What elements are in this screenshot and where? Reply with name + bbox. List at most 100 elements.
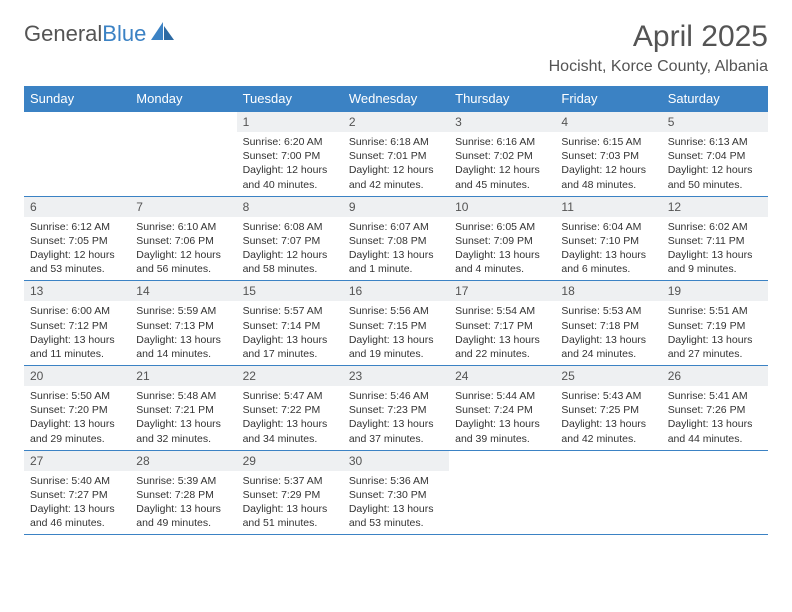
title-block: April 2025 Hocisht, Korce County, Albani…: [549, 20, 768, 76]
day-number: 19: [662, 281, 768, 301]
day-details: Sunrise: 5:48 AMSunset: 7:21 PMDaylight:…: [130, 386, 236, 450]
day-number: 13: [24, 281, 130, 301]
day-details: Sunrise: 6:04 AMSunset: 7:10 PMDaylight:…: [555, 217, 661, 281]
calendar-cell: 6Sunrise: 6:12 AMSunset: 7:05 PMDaylight…: [24, 196, 130, 281]
day-details: Sunrise: 5:37 AMSunset: 7:29 PMDaylight:…: [237, 471, 343, 535]
day-number: 4: [555, 112, 661, 132]
logo-part1: General: [24, 21, 102, 46]
day-number: 22: [237, 366, 343, 386]
calendar-cell: [662, 450, 768, 535]
day-number: 9: [343, 197, 449, 217]
day-number: 12: [662, 197, 768, 217]
day-number: 27: [24, 451, 130, 471]
day-details: Sunrise: 5:43 AMSunset: 7:25 PMDaylight:…: [555, 386, 661, 450]
calendar-cell: 14Sunrise: 5:59 AMSunset: 7:13 PMDayligh…: [130, 281, 236, 366]
calendar-cell: 7Sunrise: 6:10 AMSunset: 7:06 PMDaylight…: [130, 196, 236, 281]
day-details: Sunrise: 6:18 AMSunset: 7:01 PMDaylight:…: [343, 132, 449, 196]
calendar-cell: 1Sunrise: 6:20 AMSunset: 7:00 PMDaylight…: [237, 112, 343, 197]
day-number: 6: [24, 197, 130, 217]
day-number: 3: [449, 112, 555, 132]
day-header: Friday: [555, 86, 661, 112]
day-number: 20: [24, 366, 130, 386]
day-number: 2: [343, 112, 449, 132]
calendar-body: 1Sunrise: 6:20 AMSunset: 7:00 PMDaylight…: [24, 112, 768, 535]
day-details: Sunrise: 6:13 AMSunset: 7:04 PMDaylight:…: [662, 132, 768, 196]
day-details: Sunrise: 6:05 AMSunset: 7:09 PMDaylight:…: [449, 217, 555, 281]
calendar-row: 20Sunrise: 5:50 AMSunset: 7:20 PMDayligh…: [24, 366, 768, 451]
day-number: 18: [555, 281, 661, 301]
day-details: Sunrise: 6:07 AMSunset: 7:08 PMDaylight:…: [343, 217, 449, 281]
day-details: Sunrise: 5:40 AMSunset: 7:27 PMDaylight:…: [24, 471, 130, 535]
day-number: 5: [662, 112, 768, 132]
calendar-cell: 9Sunrise: 6:07 AMSunset: 7:08 PMDaylight…: [343, 196, 449, 281]
day-details: Sunrise: 6:08 AMSunset: 7:07 PMDaylight:…: [237, 217, 343, 281]
calendar-cell: 15Sunrise: 5:57 AMSunset: 7:14 PMDayligh…: [237, 281, 343, 366]
location: Hocisht, Korce County, Albania: [549, 58, 768, 76]
day-header: Thursday: [449, 86, 555, 112]
calendar-cell: 12Sunrise: 6:02 AMSunset: 7:11 PMDayligh…: [662, 196, 768, 281]
calendar-cell: [130, 112, 236, 197]
day-details: Sunrise: 5:41 AMSunset: 7:26 PMDaylight:…: [662, 386, 768, 450]
logo-part2: Blue: [102, 21, 146, 46]
day-number: 10: [449, 197, 555, 217]
calendar-cell: 5Sunrise: 6:13 AMSunset: 7:04 PMDaylight…: [662, 112, 768, 197]
logo: GeneralBlue: [24, 20, 176, 47]
day-details: Sunrise: 5:36 AMSunset: 7:30 PMDaylight:…: [343, 471, 449, 535]
day-details: Sunrise: 6:00 AMSunset: 7:12 PMDaylight:…: [24, 301, 130, 365]
calendar-cell: 27Sunrise: 5:40 AMSunset: 7:27 PMDayligh…: [24, 450, 130, 535]
calendar-cell: 2Sunrise: 6:18 AMSunset: 7:01 PMDaylight…: [343, 112, 449, 197]
day-number: 15: [237, 281, 343, 301]
day-details: Sunrise: 6:15 AMSunset: 7:03 PMDaylight:…: [555, 132, 661, 196]
day-number: 28: [130, 451, 236, 471]
month-title: April 2025: [549, 20, 768, 54]
day-number: 24: [449, 366, 555, 386]
day-number: 29: [237, 451, 343, 471]
day-number: 30: [343, 451, 449, 471]
calendar-cell: 28Sunrise: 5:39 AMSunset: 7:28 PMDayligh…: [130, 450, 236, 535]
day-details: Sunrise: 5:57 AMSunset: 7:14 PMDaylight:…: [237, 301, 343, 365]
day-details: Sunrise: 6:02 AMSunset: 7:11 PMDaylight:…: [662, 217, 768, 281]
header: GeneralBlue April 2025 Hocisht, Korce Co…: [24, 20, 768, 76]
calendar-cell: 22Sunrise: 5:47 AMSunset: 7:22 PMDayligh…: [237, 366, 343, 451]
calendar-cell: 8Sunrise: 6:08 AMSunset: 7:07 PMDaylight…: [237, 196, 343, 281]
day-number: 8: [237, 197, 343, 217]
day-number: 21: [130, 366, 236, 386]
day-details: Sunrise: 5:47 AMSunset: 7:22 PMDaylight:…: [237, 386, 343, 450]
calendar-cell: 23Sunrise: 5:46 AMSunset: 7:23 PMDayligh…: [343, 366, 449, 451]
day-details: Sunrise: 5:54 AMSunset: 7:17 PMDaylight:…: [449, 301, 555, 365]
calendar-cell: 25Sunrise: 5:43 AMSunset: 7:25 PMDayligh…: [555, 366, 661, 451]
calendar-row: 27Sunrise: 5:40 AMSunset: 7:27 PMDayligh…: [24, 450, 768, 535]
calendar-cell: 4Sunrise: 6:15 AMSunset: 7:03 PMDaylight…: [555, 112, 661, 197]
calendar-cell: 24Sunrise: 5:44 AMSunset: 7:24 PMDayligh…: [449, 366, 555, 451]
day-details: Sunrise: 6:10 AMSunset: 7:06 PMDaylight:…: [130, 217, 236, 281]
day-number: 26: [662, 366, 768, 386]
day-details: Sunrise: 5:56 AMSunset: 7:15 PMDaylight:…: [343, 301, 449, 365]
day-number: 16: [343, 281, 449, 301]
calendar-cell: 26Sunrise: 5:41 AMSunset: 7:26 PMDayligh…: [662, 366, 768, 451]
calendar-cell: [24, 112, 130, 197]
day-number: 14: [130, 281, 236, 301]
day-details: Sunrise: 5:44 AMSunset: 7:24 PMDaylight:…: [449, 386, 555, 450]
day-header: Tuesday: [237, 86, 343, 112]
calendar-cell: 21Sunrise: 5:48 AMSunset: 7:21 PMDayligh…: [130, 366, 236, 451]
day-header: Wednesday: [343, 86, 449, 112]
day-number: 23: [343, 366, 449, 386]
day-number: 17: [449, 281, 555, 301]
day-number: 1: [237, 112, 343, 132]
calendar-cell: 17Sunrise: 5:54 AMSunset: 7:17 PMDayligh…: [449, 281, 555, 366]
day-details: Sunrise: 6:16 AMSunset: 7:02 PMDaylight:…: [449, 132, 555, 196]
day-details: Sunrise: 5:51 AMSunset: 7:19 PMDaylight:…: [662, 301, 768, 365]
calendar-cell: 30Sunrise: 5:36 AMSunset: 7:30 PMDayligh…: [343, 450, 449, 535]
calendar-table: SundayMondayTuesdayWednesdayThursdayFrid…: [24, 86, 768, 535]
day-header: Monday: [130, 86, 236, 112]
day-details: Sunrise: 5:50 AMSunset: 7:20 PMDaylight:…: [24, 386, 130, 450]
day-number: 7: [130, 197, 236, 217]
calendar-cell: [449, 450, 555, 535]
calendar-row: 6Sunrise: 6:12 AMSunset: 7:05 PMDaylight…: [24, 196, 768, 281]
day-header-row: SundayMondayTuesdayWednesdayThursdayFrid…: [24, 86, 768, 112]
calendar-cell: 13Sunrise: 6:00 AMSunset: 7:12 PMDayligh…: [24, 281, 130, 366]
calendar-cell: 18Sunrise: 5:53 AMSunset: 7:18 PMDayligh…: [555, 281, 661, 366]
calendar-cell: [555, 450, 661, 535]
day-header: Saturday: [662, 86, 768, 112]
calendar-cell: 19Sunrise: 5:51 AMSunset: 7:19 PMDayligh…: [662, 281, 768, 366]
